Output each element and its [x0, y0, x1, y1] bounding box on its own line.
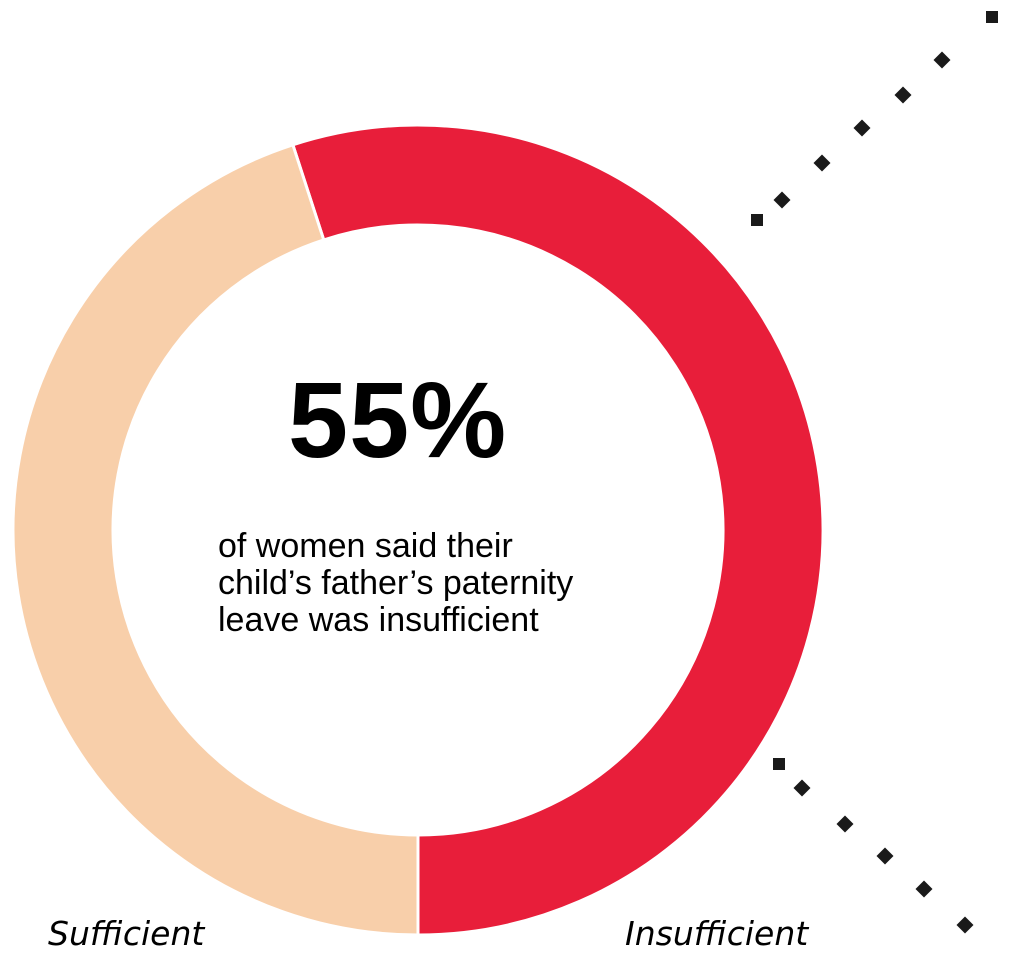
leader-dot — [956, 916, 974, 934]
slices-layer — [11, 123, 825, 937]
leader-dot — [853, 119, 871, 137]
slice-label-insufficient: Insufficient — [625, 914, 809, 953]
caption-line-1: of women said their — [218, 527, 513, 565]
leader-dot — [773, 758, 785, 770]
leader-dot — [876, 847, 894, 865]
slice-insufficient — [290, 123, 825, 937]
slice-label-sufficient: Sufficient — [48, 914, 205, 953]
leader-dot — [773, 191, 791, 209]
center-caption: of women said their child’s father’s pat… — [218, 528, 638, 639]
center-percent: 55% — [288, 359, 508, 480]
slice-sufficient — [11, 142, 420, 937]
leader-dot — [793, 779, 811, 797]
caption-line-3: leave was insufficient — [218, 601, 539, 639]
leader-dot — [986, 11, 998, 23]
leader-dot — [915, 880, 933, 898]
caption-line-2: child’s father’s paternity — [218, 564, 574, 602]
leader-dot — [933, 51, 951, 69]
leader-dot — [836, 815, 854, 833]
leader-dot — [751, 214, 763, 226]
leader-dot — [813, 154, 831, 172]
leader-dot — [894, 86, 912, 104]
dotted-leader-lines — [751, 11, 998, 934]
